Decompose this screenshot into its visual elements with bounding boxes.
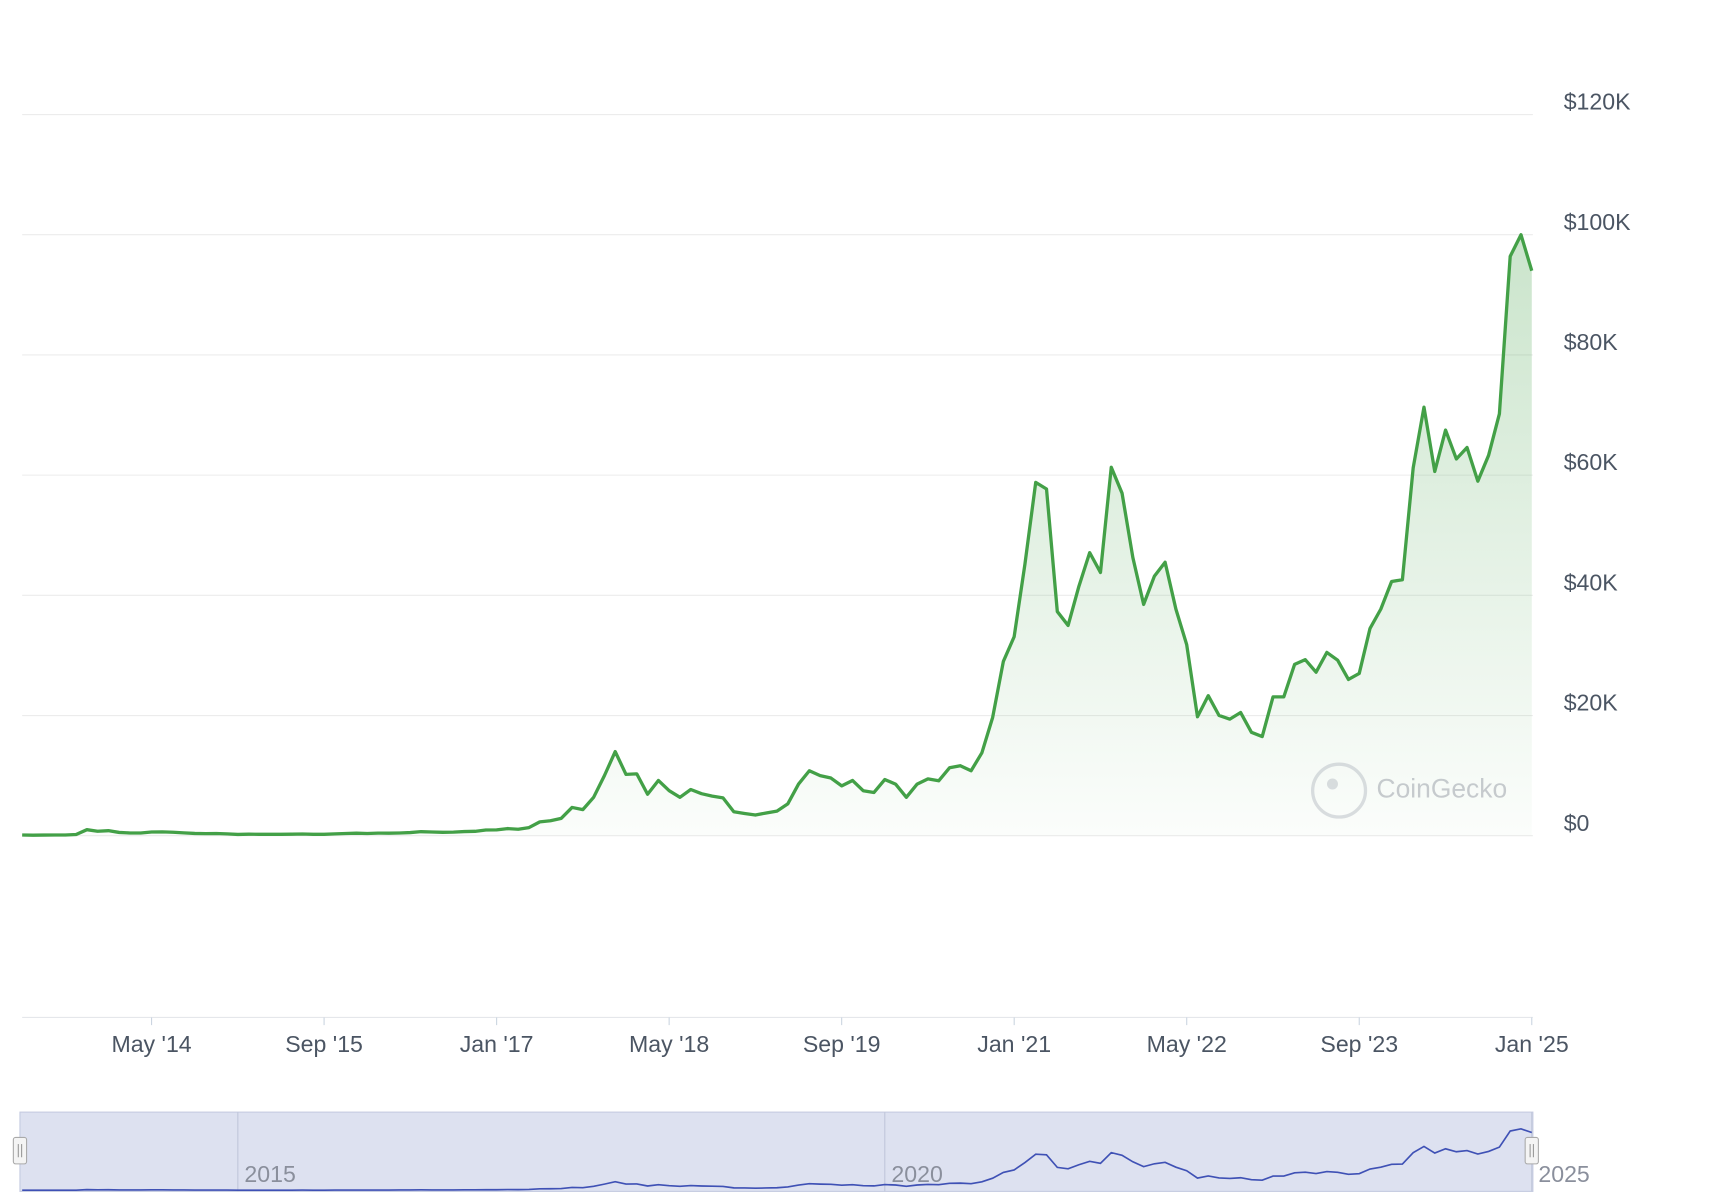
price-line [22, 233, 1534, 837]
watermark-logo [1311, 762, 1368, 819]
watermark-logo-eye [1326, 778, 1338, 790]
price-area [22, 234, 1532, 836]
x-tick-label: Sep '15 [285, 1031, 363, 1057]
x-tick-label: Sep '19 [803, 1031, 881, 1057]
x-tick-label: May '22 [1147, 1031, 1227, 1057]
x-tick-label: Jan '21 [977, 1031, 1051, 1057]
x-tick-label: Sep '23 [1320, 1031, 1398, 1057]
navigator-tick-label: 2020 [891, 1161, 942, 1187]
y-tick-label: $40K [1564, 569, 1619, 595]
y-tick-label: $80K [1564, 329, 1619, 355]
navigator-window[interactable] [19, 1111, 1534, 1192]
x-tick-label: Jan '25 [1495, 1031, 1569, 1057]
navigator-handle[interactable] [1524, 1136, 1539, 1165]
x-tick-label: May '18 [629, 1031, 709, 1057]
navigator-tick-label: 2025 [1538, 1161, 1589, 1187]
y-tick-label: $100K [1564, 209, 1631, 235]
y-tick-label: $0 [1564, 810, 1590, 836]
navigator-handle[interactable] [12, 1136, 28, 1165]
watermark: CoinGecko [1311, 762, 1508, 819]
x-tick-label: Jan '17 [460, 1031, 534, 1057]
y-tick-label: $120K [1564, 89, 1631, 115]
x-tick-label: May '14 [111, 1031, 191, 1057]
navigator-line [22, 1127, 1533, 1192]
y-tick-label: $20K [1564, 690, 1619, 716]
navigator-tick-label: 2015 [244, 1161, 295, 1187]
y-tick-label: $60K [1564, 449, 1619, 475]
watermark-text: CoinGecko [1377, 774, 1508, 804]
